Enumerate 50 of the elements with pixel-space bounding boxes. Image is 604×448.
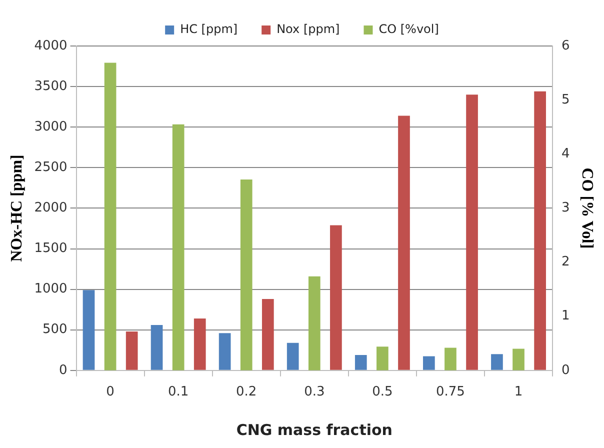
y-tick-label: 2000 <box>34 200 68 216</box>
bar <box>308 276 320 370</box>
y-tick-label: 1500 <box>34 241 68 256</box>
x-tick-label: 0.2 <box>236 384 257 400</box>
bar <box>466 94 478 370</box>
x-tick-label: 0.75 <box>436 384 465 400</box>
x-axis-title: CNG mass fraction <box>236 420 392 439</box>
x-tick-label: 0.1 <box>168 384 189 400</box>
bar <box>286 342 299 370</box>
y-tick-label: 1000 <box>34 282 68 297</box>
y-tick-label: 2500 <box>34 160 68 176</box>
y-tick-label: 4000 <box>34 38 68 54</box>
legend-label: Nox [ppm] <box>276 22 340 36</box>
bar <box>330 225 342 370</box>
bar <box>126 331 138 370</box>
bar <box>398 116 410 370</box>
y2-axis-title: CO [% Vol] <box>578 168 596 249</box>
bar <box>512 348 524 370</box>
bar <box>534 91 546 370</box>
x-tick-label: 0.3 <box>304 384 325 400</box>
legend-label: HC [ppm] <box>180 22 238 36</box>
bar <box>376 346 388 370</box>
y-axis-title: NOx-HC [ppm] <box>8 154 26 262</box>
y-tick-label: 3000 <box>34 119 68 134</box>
y2-tick-label: 4 <box>562 146 570 162</box>
y2-tick-label: 6 <box>562 38 570 54</box>
y2-tick-label: 2 <box>562 254 570 270</box>
bar <box>423 356 435 370</box>
bar <box>491 354 503 370</box>
bar <box>82 290 95 370</box>
y2-tick-label: 1 <box>562 308 570 324</box>
bar <box>262 299 274 370</box>
legend-label: CO [%vol] <box>378 22 439 36</box>
bar <box>218 333 231 370</box>
bar <box>240 180 252 370</box>
bar <box>194 318 206 370</box>
bar <box>444 348 456 370</box>
y-tick-label: 500 <box>42 322 68 338</box>
y-tick-label: 3500 <box>34 78 68 94</box>
y2-tick-label: 0 <box>562 362 570 378</box>
y-tick-label: 0 <box>59 362 68 378</box>
x-tick-label: 1 <box>514 384 523 400</box>
bar <box>104 62 116 370</box>
x-tick-label: 0.5 <box>372 384 393 400</box>
y2-tick-label: 5 <box>562 92 570 108</box>
x-tick-label: 0 <box>106 384 114 400</box>
bar <box>354 354 367 370</box>
bar <box>172 124 184 370</box>
y2-tick-label: 3 <box>562 200 570 216</box>
bar <box>150 324 163 370</box>
